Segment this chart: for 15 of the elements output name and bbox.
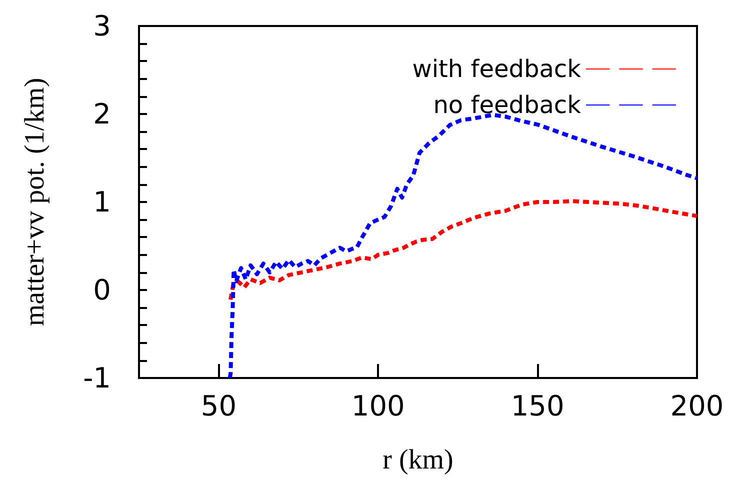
legend-label: with feedback <box>412 55 582 83</box>
legend-label: no feedback <box>433 91 582 119</box>
line-series <box>228 112 699 380</box>
line-series <box>228 199 699 302</box>
x-tick-label: 150 <box>510 390 564 422</box>
y-tick-label: -1 <box>83 362 111 394</box>
y-tick-label: 0 <box>93 274 111 306</box>
x-tick-label: 50 <box>200 390 237 422</box>
x-tick-label: 200 <box>670 390 724 422</box>
x-tick-label: 100 <box>351 390 405 422</box>
x-axis-title: r (km) <box>382 444 454 476</box>
y-tick-label: 2 <box>93 98 111 130</box>
y-tick-label: 1 <box>93 186 111 218</box>
y-tick-label: 3 <box>93 10 111 42</box>
y-axis-title: matter+vv pot. (1/km) <box>20 78 50 326</box>
